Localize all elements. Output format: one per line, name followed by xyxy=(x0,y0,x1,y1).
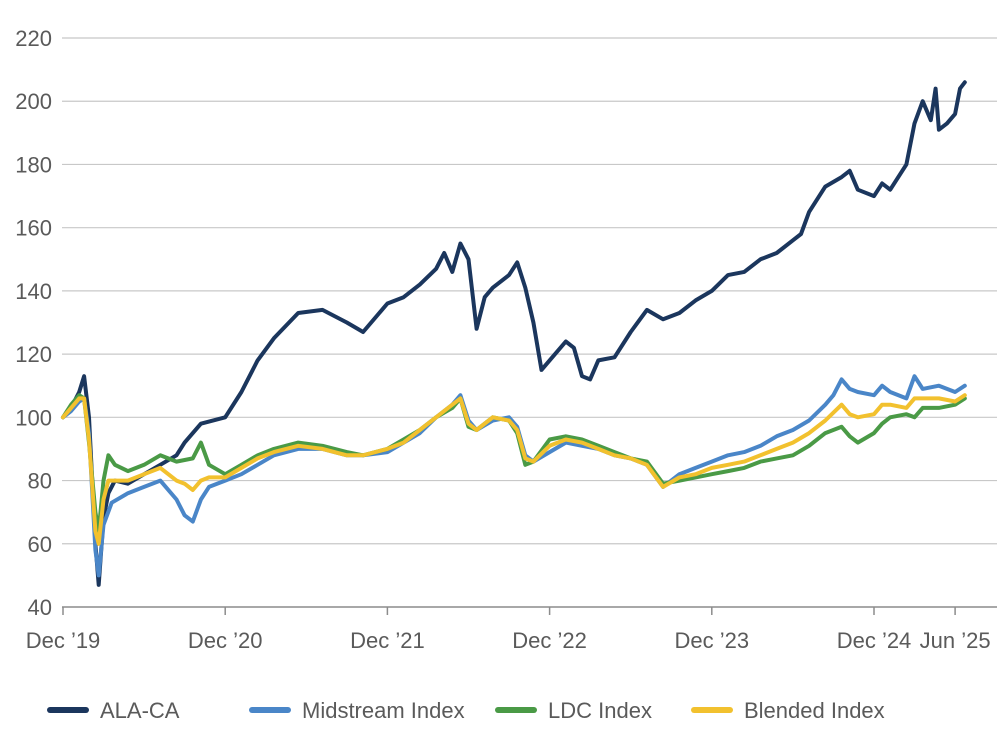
x-axis xyxy=(62,606,997,615)
legend-label: ALA-CA xyxy=(100,698,180,723)
legend-label: Blended Index xyxy=(744,698,885,723)
y-tick-label: 40 xyxy=(28,595,52,620)
x-tick-label: Dec ’19 xyxy=(26,628,101,653)
x-tick-label: Dec ’23 xyxy=(675,628,750,653)
legend-label: Midstream Index xyxy=(302,698,465,723)
legend-label: LDC Index xyxy=(548,698,652,723)
series-lines xyxy=(61,80,967,587)
x-tick-label: Dec ’20 xyxy=(188,628,263,653)
y-tick-label: 200 xyxy=(15,89,52,114)
y-tick-label: 80 xyxy=(28,469,52,494)
series-line-midstream-index xyxy=(61,374,967,578)
y-tick-label: 220 xyxy=(15,26,52,51)
x-tick-label: Jun ’25 xyxy=(920,628,991,653)
legend: ALA-CA Midstream Index LDC Index Blended In… xyxy=(47,698,885,723)
series-line-ala-ca xyxy=(61,80,967,587)
y-tick-label: 140 xyxy=(15,279,52,304)
y-tick-label: 180 xyxy=(15,152,52,177)
x-tick-label: Dec ’22 xyxy=(512,628,587,653)
y-axis-tick-labels: 40 60 80 100 120 140 160 180 200 220 xyxy=(15,26,52,620)
x-tick-label: Dec ’24 xyxy=(837,628,912,653)
series-line-blended-index xyxy=(61,393,967,546)
x-axis-tick-labels: Dec ’19 Dec ’20 Dec ’21 Dec ’22 Dec ’23 Dec ’… xyxy=(26,628,991,653)
x-tick-label: Dec ’21 xyxy=(350,628,425,653)
y-tick-label: 120 xyxy=(15,342,52,367)
y-tick-label: 100 xyxy=(15,405,52,430)
gridlines xyxy=(62,37,997,545)
y-tick-label: 60 xyxy=(28,532,52,557)
y-tick-label: 160 xyxy=(15,216,52,241)
